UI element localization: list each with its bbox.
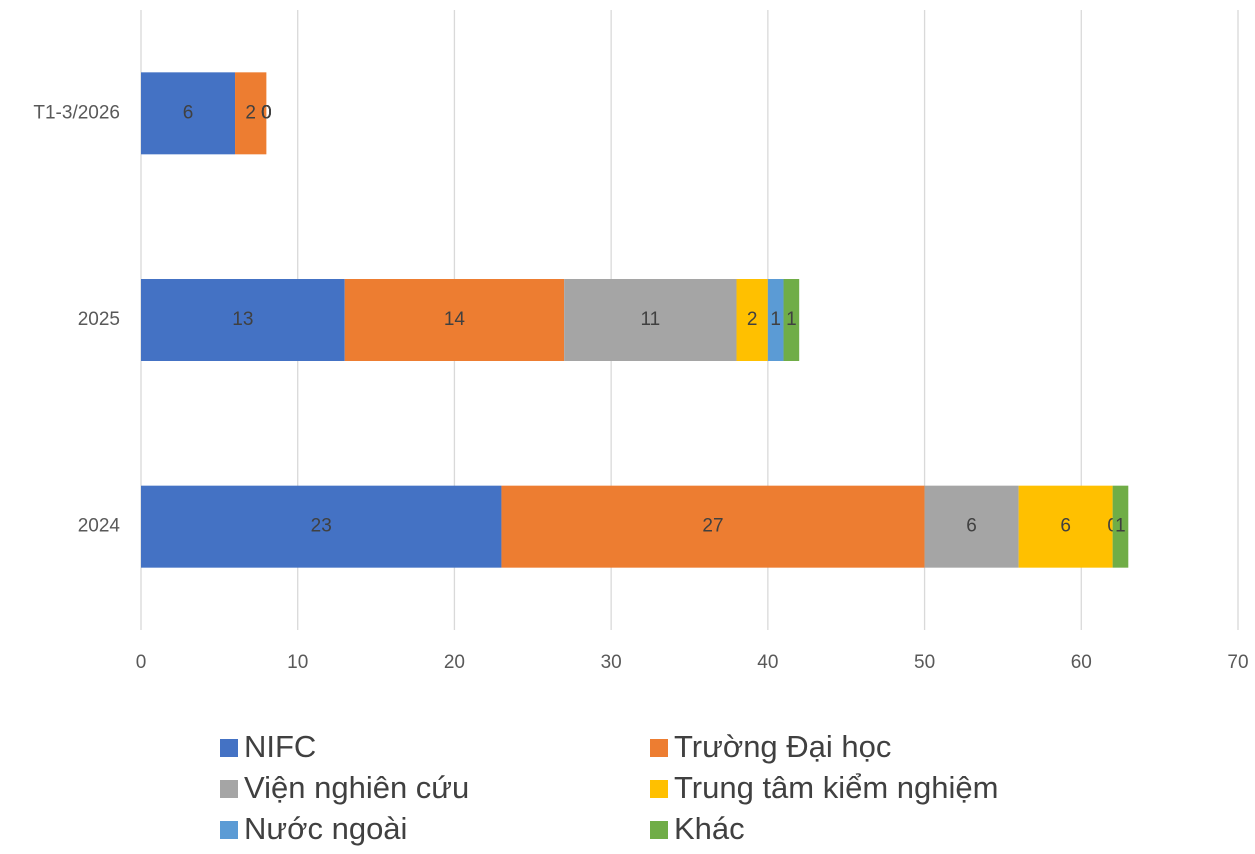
bar-segment	[141, 72, 236, 155]
data-label: 2	[747, 309, 758, 330]
x-tick-label: 20	[444, 652, 465, 673]
y-tick-label: 2025	[78, 309, 120, 330]
legend-swatch	[650, 739, 668, 757]
bar-segment	[1112, 485, 1129, 568]
bar-segment	[924, 485, 1019, 568]
legend-swatch	[220, 780, 238, 798]
legend-swatch	[650, 780, 668, 798]
data-label: 11	[640, 309, 660, 330]
bar-segment	[501, 485, 925, 568]
x-tick-label: 60	[1071, 652, 1092, 673]
x-tick-label: 10	[287, 652, 308, 673]
data-label: 1	[786, 309, 797, 330]
legend-swatch	[220, 739, 238, 757]
y-tick-label: T1-3/2026	[33, 102, 120, 123]
x-tick-label: 70	[1227, 652, 1248, 673]
data-label: 6	[1060, 516, 1071, 537]
legend-label: Trung tâm kiểm nghiệm	[674, 770, 998, 805]
data-label: 6	[966, 516, 977, 537]
legend-label: Viện nghiên cứu	[244, 770, 469, 805]
data-label: 0	[261, 102, 272, 123]
data-label: 27	[702, 516, 723, 537]
bar-segment	[1018, 485, 1113, 568]
data-label: 1	[1115, 516, 1126, 537]
legend-label: Trường Đại học	[674, 729, 891, 764]
legend-label: NIFC	[244, 729, 316, 764]
data-label: 13	[232, 309, 253, 330]
data-label: 0	[261, 102, 272, 123]
legend-swatch	[220, 821, 238, 839]
bar-segment	[783, 279, 800, 361]
x-tick-label: 40	[757, 652, 778, 673]
legend-label: Khác	[674, 811, 745, 846]
data-label: 1	[770, 309, 781, 330]
bar-segment	[344, 279, 565, 361]
data-label: 23	[311, 516, 332, 537]
y-tick-label: 2024	[78, 516, 121, 537]
bar-segment	[564, 279, 737, 361]
x-tick-label: 30	[601, 652, 622, 673]
data-label: 14	[444, 309, 466, 330]
data-label: 0	[261, 102, 272, 123]
data-label: 6	[183, 102, 194, 123]
bar-segment	[767, 279, 784, 361]
bar-segment	[141, 485, 502, 568]
x-tick-label: 0	[136, 652, 147, 673]
data-label: 2	[245, 102, 256, 123]
bar-segment	[141, 279, 345, 361]
legend-label: Nước ngoài	[244, 811, 407, 846]
data-label: 0	[261, 102, 272, 123]
bar-segment	[235, 72, 267, 155]
bar-segment	[736, 279, 768, 361]
legend-swatch	[650, 821, 668, 839]
x-tick-label: 50	[914, 652, 935, 673]
